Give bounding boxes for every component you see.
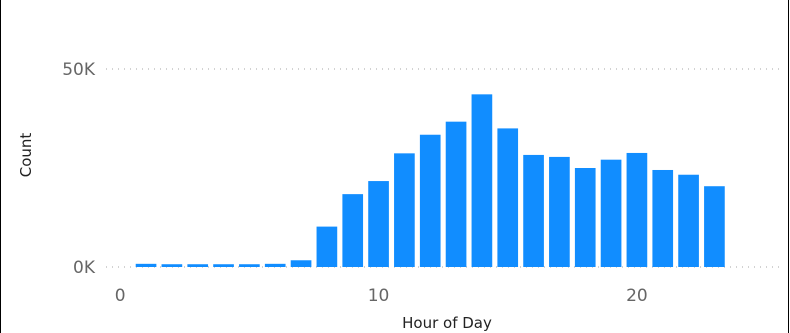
bar-hour-19 <box>600 159 622 267</box>
bar-hour-22 <box>678 174 699 267</box>
bar-hour-5 <box>239 264 260 267</box>
y-axis-ticks: 0K 50K <box>62 60 96 278</box>
x-tick-label: 0 <box>115 286 126 306</box>
bar-hour-14 <box>471 94 493 268</box>
bar-hour-16 <box>523 154 544 267</box>
bar-hour-2 <box>161 264 183 267</box>
x-axis-title: Hour of Day <box>402 314 492 332</box>
bar-hour-11 <box>394 153 415 267</box>
bar-hour-3 <box>187 264 209 267</box>
bar-hour-17 <box>549 156 570 267</box>
x-axis-ticks: 0 10 20 <box>115 286 648 306</box>
bar-hour-15 <box>497 128 519 267</box>
bar-hour-12 <box>419 134 441 267</box>
bar-hour-9 <box>342 194 364 267</box>
bar-hour-6 <box>264 263 286 267</box>
gridlines <box>106 68 779 268</box>
bars <box>135 94 725 268</box>
y-tick-label: 0K <box>73 258 96 278</box>
bar-hour-20 <box>626 152 648 267</box>
bar-hour-13 <box>445 121 467 267</box>
bar-hour-21 <box>652 169 674 267</box>
y-tick-label: 50K <box>62 60 96 80</box>
x-tick-label: 10 <box>368 286 390 306</box>
y-axis-title: Count <box>17 133 35 178</box>
bar-hour-10 <box>368 181 389 267</box>
bar-hour-7 <box>290 260 312 267</box>
bar-hour-4 <box>213 264 234 267</box>
bar-hour-18 <box>574 168 596 267</box>
x-tick-label: 20 <box>626 286 648 306</box>
bar-hour-23 <box>704 186 725 267</box>
bar-hour-8 <box>316 226 338 267</box>
bar-hour-1 <box>135 263 157 267</box>
